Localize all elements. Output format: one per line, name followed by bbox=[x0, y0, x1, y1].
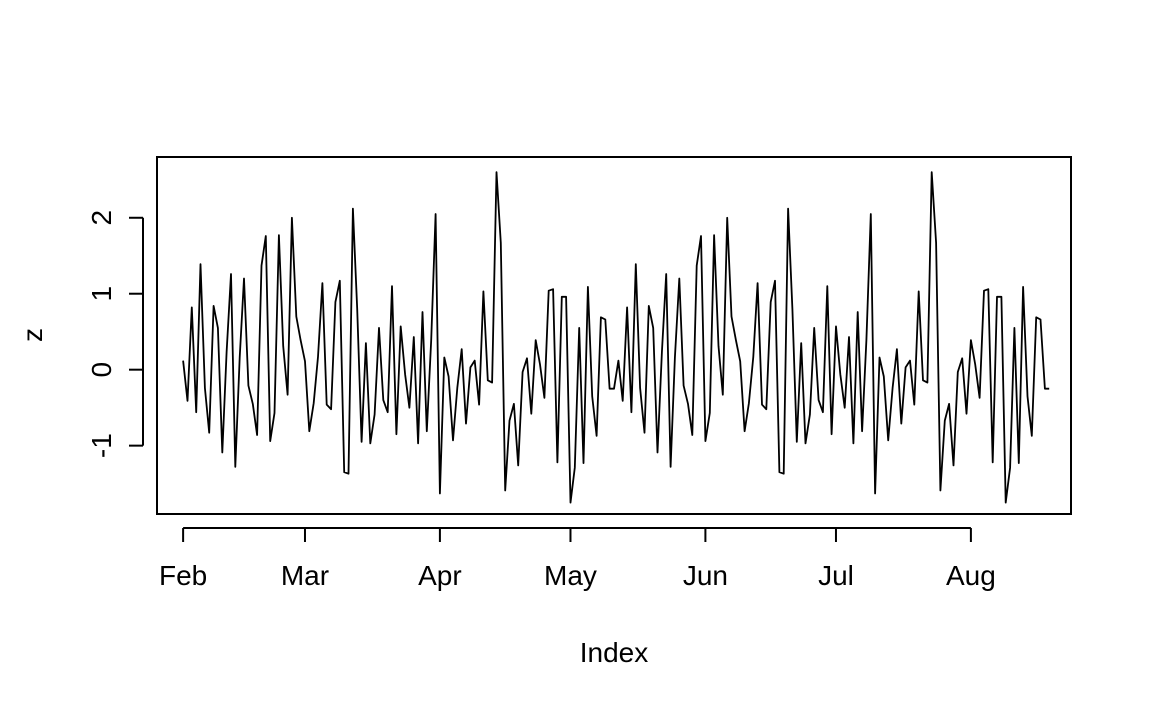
y-axis: -1 0 1 2 bbox=[86, 210, 144, 458]
x-tick-label: Feb bbox=[159, 560, 207, 591]
y-axis-title: z bbox=[17, 328, 48, 342]
y-tick-label: 0 bbox=[86, 362, 117, 378]
x-tick-label: Mar bbox=[281, 560, 329, 591]
series-line bbox=[182, 171, 1050, 504]
plot-frame bbox=[156, 156, 1072, 515]
x-tick-label: Aug bbox=[946, 560, 996, 591]
x-axis: Feb Mar Apr May Jun Jul Aug bbox=[159, 527, 996, 591]
y-tick-label: 2 bbox=[86, 210, 117, 226]
x-axis-title: Index bbox=[580, 637, 649, 668]
y-tick-label: -1 bbox=[86, 433, 117, 458]
x-tick-label: May bbox=[544, 560, 597, 591]
x-tick-label: Jun bbox=[683, 560, 728, 591]
x-tick-label: Apr bbox=[418, 560, 462, 591]
x-tick-label: Jul bbox=[818, 560, 854, 591]
y-tick-label: 1 bbox=[86, 286, 117, 302]
